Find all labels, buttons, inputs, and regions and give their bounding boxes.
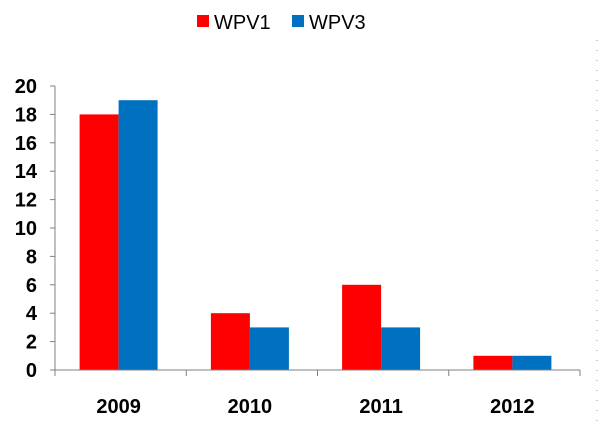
y-tick-label: 14 [15,161,38,183]
bar-wpv1-2011 [342,284,382,370]
y-tick-label: 20 [15,76,37,98]
y-tick-label: 10 [15,218,37,240]
legend-label-wpv3: WPV3 [309,12,366,34]
bar-wpv3-2011 [381,327,421,370]
x-tick-label-2011: 2011 [359,396,402,418]
y-tick-label: 2 [26,332,37,354]
x-tick-label-2012: 2012 [490,396,535,418]
x-tick-labels: 2009 2010 2011 2012 [96,396,534,418]
y-tick-label: 0 [26,360,37,382]
y-tick-labels: 0 2 4 6 8 10 12 14 16 18 20 [15,76,38,382]
y-tick-label: 4 [26,303,38,325]
bar-wpv3-2009 [118,100,158,370]
bar-wpv3-2012 [512,355,552,370]
legend-swatch-wpv1 [197,15,209,27]
bars [79,100,552,371]
legend-swatch-wpv3 [292,15,304,27]
y-tick-label: 16 [15,133,37,155]
y-tick-label: 18 [15,104,37,126]
bar-wpv3-2010 [249,327,289,370]
x-tick-label-2010: 2010 [228,396,273,418]
legend-label-wpv1: WPV1 [214,12,271,34]
x-tick-label-2009: 2009 [96,396,141,418]
legend: WPV1 WPV3 [197,12,366,34]
bar-wpv1-2009 [79,114,119,371]
y-tick-label: 6 [26,275,37,297]
y-tick-label: 12 [15,190,37,212]
y-tick-label: 8 [26,246,37,268]
bar-wpv1-2010 [210,313,250,370]
bar-wpv1-2012 [473,355,513,370]
axes [50,85,581,376]
